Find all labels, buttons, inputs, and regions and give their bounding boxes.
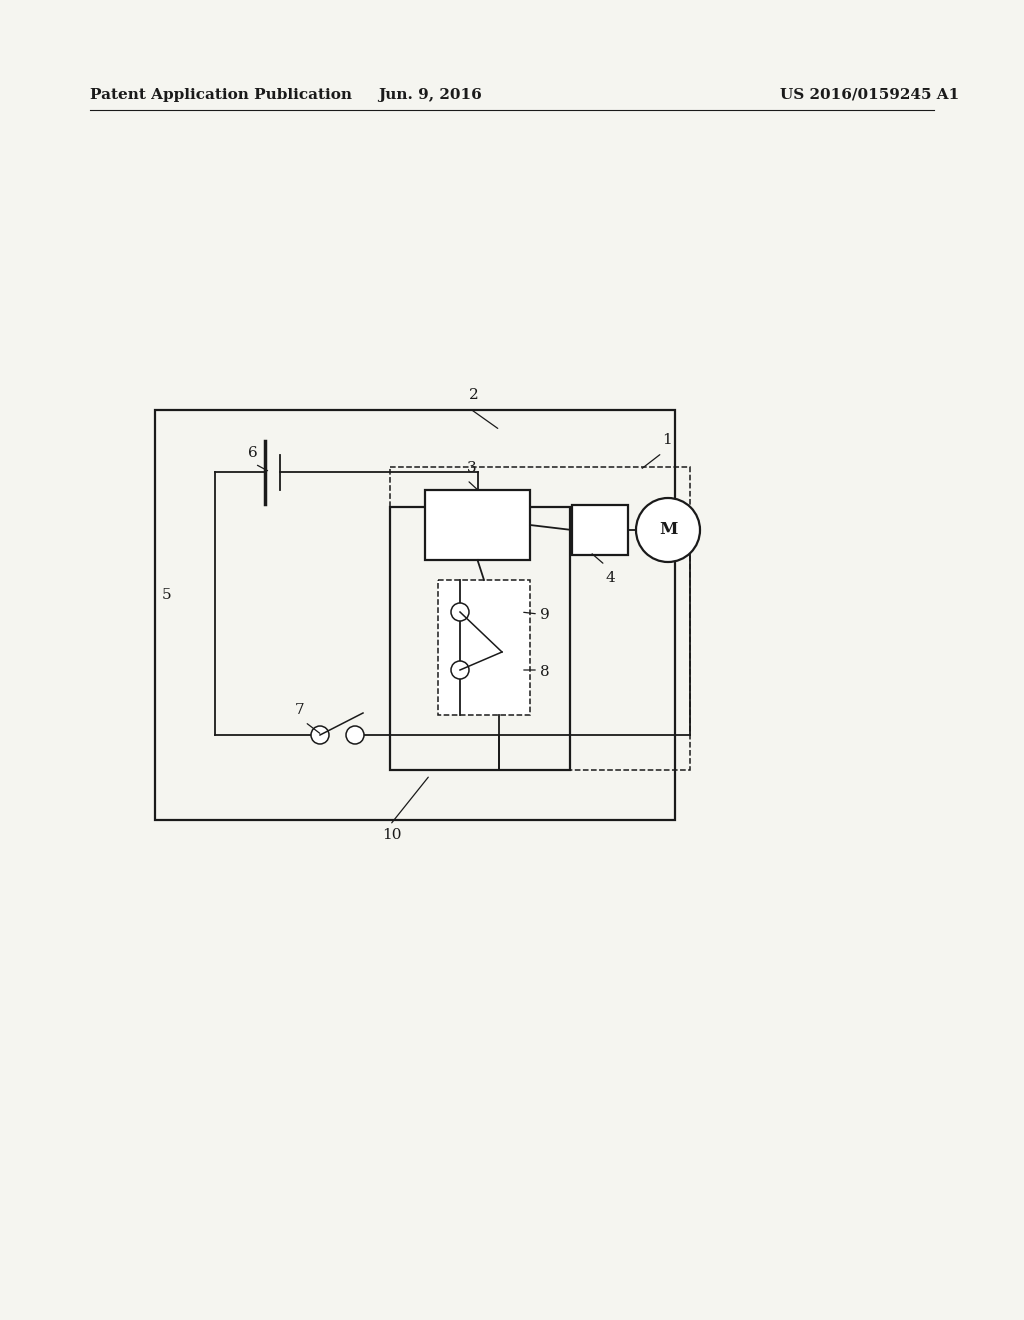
Text: 2: 2	[469, 388, 479, 403]
Text: Jun. 9, 2016: Jun. 9, 2016	[378, 88, 482, 102]
Circle shape	[346, 726, 364, 744]
Bar	[390, 507, 570, 770]
Bar	[155, 411, 675, 820]
Circle shape	[636, 498, 700, 562]
Bar	[425, 490, 530, 560]
Text: M: M	[658, 521, 677, 539]
Text: 10: 10	[382, 828, 401, 842]
Bar	[572, 506, 628, 554]
Text: 8: 8	[540, 665, 550, 678]
Circle shape	[311, 726, 329, 744]
Text: 6: 6	[248, 446, 258, 459]
Circle shape	[451, 603, 469, 620]
Text: US 2016/0159245 A1: US 2016/0159245 A1	[780, 88, 959, 102]
Text: 4: 4	[605, 572, 614, 585]
Text: 5: 5	[162, 587, 172, 602]
Text: 1: 1	[662, 433, 672, 447]
Text: 7: 7	[295, 704, 304, 717]
Circle shape	[451, 661, 469, 678]
Text: Patent Application Publication: Patent Application Publication	[90, 88, 352, 102]
Text: 3: 3	[467, 461, 476, 475]
Bar	[390, 467, 690, 770]
Bar	[438, 579, 530, 715]
Text: 9: 9	[540, 609, 550, 622]
